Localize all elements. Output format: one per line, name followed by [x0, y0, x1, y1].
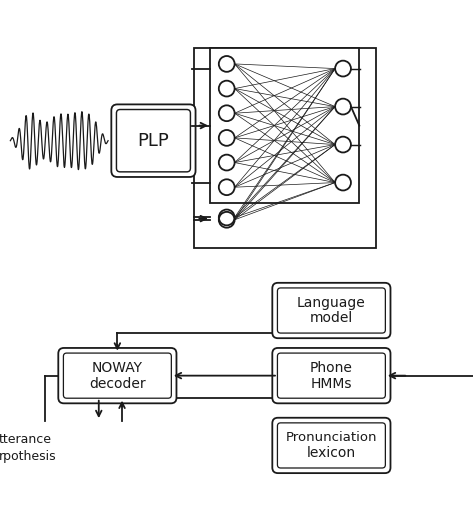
Bar	[210, 48, 359, 204]
Text: Phone: Phone	[310, 361, 353, 375]
FancyBboxPatch shape	[277, 353, 385, 398]
FancyBboxPatch shape	[64, 353, 171, 398]
FancyBboxPatch shape	[111, 104, 196, 177]
Text: lexicon: lexicon	[307, 446, 356, 461]
FancyBboxPatch shape	[277, 423, 385, 468]
Bar	[194, 48, 375, 248]
Text: tterance: tterance	[0, 433, 52, 446]
FancyBboxPatch shape	[272, 418, 391, 473]
FancyBboxPatch shape	[58, 348, 176, 403]
Text: decoder: decoder	[89, 377, 146, 391]
Text: model: model	[310, 311, 353, 325]
Text: rpothesis: rpothesis	[0, 450, 56, 463]
Text: NOWAY: NOWAY	[92, 361, 143, 375]
Text: Language: Language	[297, 296, 366, 309]
Text: HMMs: HMMs	[310, 377, 352, 391]
FancyBboxPatch shape	[277, 288, 385, 333]
FancyBboxPatch shape	[117, 109, 191, 172]
FancyBboxPatch shape	[272, 283, 391, 338]
FancyBboxPatch shape	[272, 348, 391, 403]
Text: Pronunciation: Pronunciation	[286, 431, 377, 444]
Text: PLP: PLP	[137, 132, 169, 150]
